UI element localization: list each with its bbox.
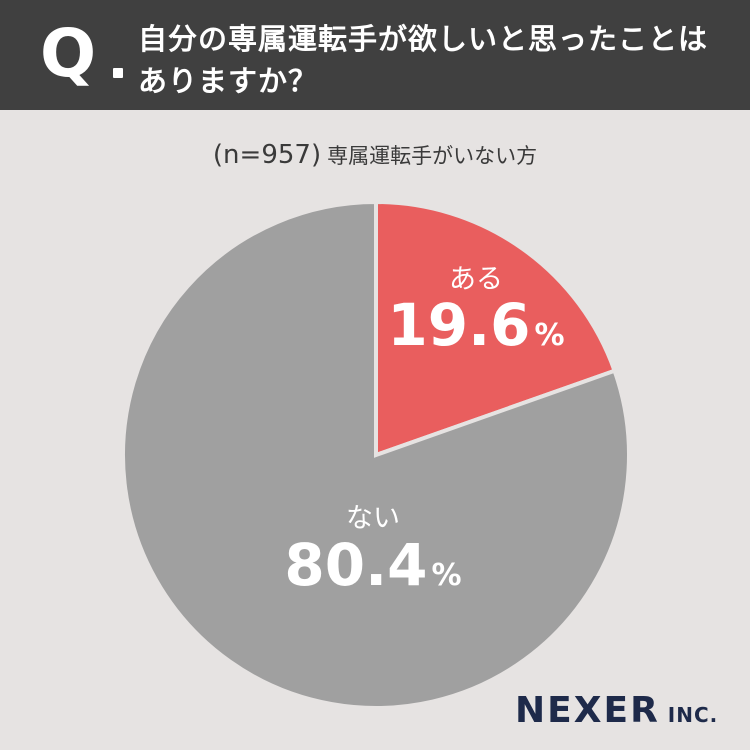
question-header: Q 自分の専属運転手が欲しいと思ったことは ありますか？ xyxy=(0,0,750,110)
slice-label-1: ない xyxy=(346,503,400,534)
q-dot xyxy=(113,68,123,78)
sample-size: (n=957) xyxy=(212,140,322,170)
pie-slice-1 xyxy=(121,199,631,710)
respondent-group: 専属運転手がいない方 xyxy=(327,144,538,168)
question-line-2: ありますか？ xyxy=(138,64,319,98)
q-mark: Q xyxy=(40,15,97,92)
nexer-logo: NEXER INC. xyxy=(515,690,718,731)
logo-main: NEXER xyxy=(515,690,660,731)
chart-subtitle: (n=957) 専属運転手がいない方 xyxy=(0,140,750,170)
slice-label-0: ある xyxy=(449,264,503,295)
slice-value-1: 80.4% xyxy=(284,531,461,599)
logo-suffix: INC. xyxy=(667,703,719,727)
question-line-1: 自分の専属運転手が欲しいと思ったことは xyxy=(138,22,709,56)
slice-value-0: 19.6% xyxy=(387,291,564,359)
